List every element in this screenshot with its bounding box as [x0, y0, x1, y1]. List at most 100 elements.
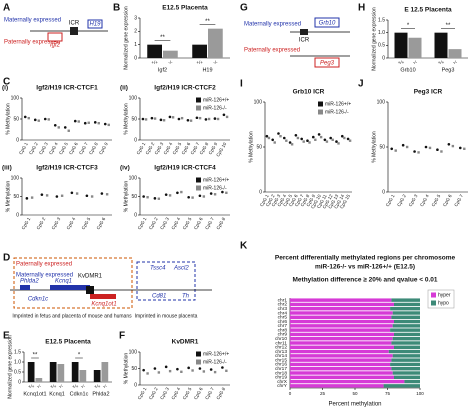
x-tick-label: Kcnq1: [49, 391, 65, 397]
bar-segment: [394, 332, 420, 337]
data-point: [198, 367, 202, 370]
bar-segment: [290, 384, 384, 388]
bar: [434, 32, 448, 58]
data-point: [294, 134, 298, 137]
sig-label: **: [205, 19, 210, 25]
data-point: [271, 138, 274, 142]
data-point: [428, 146, 432, 150]
icr: [70, 27, 78, 35]
bar-segment: [391, 341, 420, 345]
label: Cd81: [152, 294, 166, 300]
y-tick-label: chr17: [275, 366, 287, 372]
label: Paternally expressed: [4, 40, 60, 46]
x-tick-label: CpG 6: [193, 216, 204, 230]
y-tick-label: 0: [382, 55, 385, 61]
data-point: [225, 191, 228, 194]
panel-label: I: [240, 79, 243, 90]
chart-note: Methylation difference ≥ 20% and qvalue …: [293, 277, 438, 284]
x-tick-label: 25: [320, 391, 326, 396]
x-tick-label: CpG 8: [215, 216, 226, 230]
data-point: [225, 369, 228, 373]
data-point: [83, 121, 87, 125]
y-tick-label: chr11: [275, 340, 287, 346]
bar-group-label: +/+: [196, 60, 203, 65]
data-point: [55, 195, 59, 198]
x-tick-label: CpG 2: [28, 141, 39, 155]
label: ICR: [69, 21, 80, 27]
y-tick-label: 0.5: [378, 43, 385, 49]
y-tick-label: chr18: [275, 370, 287, 376]
y-tick-label: 3: [134, 15, 137, 21]
chart-title: Peg3 ICR: [414, 89, 443, 96]
data-point: [195, 116, 199, 120]
data-point: [103, 122, 107, 126]
data-point: [222, 113, 226, 117]
x-axis-label: Percent methylation: [328, 402, 381, 408]
data-point: [70, 191, 74, 195]
bar-segment: [290, 307, 391, 311]
bar-segment: [392, 324, 420, 328]
data-point: [53, 124, 57, 127]
legend-label: miR-126-/-: [203, 359, 227, 365]
legend-swatch: [196, 97, 201, 103]
data-point: [209, 192, 213, 195]
bar-segment: [388, 349, 420, 354]
x-tick-label: Igf2: [158, 67, 167, 73]
label: KvDMR1: [78, 274, 103, 280]
x-tick-label: CpG 3: [271, 193, 282, 207]
note: Imprinted in mouse placenta: [135, 313, 198, 319]
data-point: [43, 117, 47, 121]
data-point: [282, 136, 286, 140]
sig-label: **: [33, 353, 38, 359]
bar: [35, 378, 43, 382]
bar-group-label: -/-: [413, 60, 418, 65]
bar-segment: [391, 315, 420, 319]
x-tick-label: CpG 3: [154, 141, 165, 155]
x-tick-label: CpG 2: [265, 193, 276, 207]
legend-swatch: [431, 300, 436, 306]
y-tick-label: 1.5: [378, 17, 385, 23]
chart-title: Igf2/H19 ICR-CTCF2: [154, 85, 216, 92]
y-axis-label: Normalized gene expression: [7, 335, 13, 399]
label: Cdkn1c: [28, 297, 48, 303]
y-tick-label: 0: [16, 137, 19, 143]
panel-label: F: [119, 331, 125, 342]
y-tick-label: 0: [134, 55, 137, 61]
data-point: [296, 136, 300, 140]
y-tick-label: chr2: [278, 302, 288, 308]
data-point: [142, 195, 145, 198]
y-tick-label: 100: [11, 175, 20, 181]
y-tick-label: 0: [382, 189, 385, 195]
x-tick-label: CpG 2: [148, 386, 159, 400]
bar-segment: [290, 358, 392, 362]
data-point: [221, 190, 224, 194]
y-tick-label: chr16: [275, 362, 287, 368]
legend-swatch: [196, 351, 201, 357]
diagram-a: A Maternally expressed Paternally expres…: [3, 3, 108, 49]
data-point: [47, 118, 50, 121]
bar: [71, 362, 79, 382]
data-point: [107, 123, 110, 127]
bar-group-label: +/+: [151, 60, 158, 65]
data-point: [323, 138, 327, 142]
data-point: [207, 117, 211, 121]
data-point: [33, 118, 37, 122]
data-point: [30, 196, 34, 199]
data-point: [394, 149, 397, 152]
chart-title: E12.5 Placenta: [45, 339, 91, 346]
bar-segment: [391, 367, 420, 371]
x-tick-label: CpG 4: [170, 216, 181, 230]
legend-swatch: [196, 177, 201, 183]
y-tick-label: 2: [134, 29, 137, 35]
bar-segment: [394, 302, 420, 307]
data-point: [141, 117, 145, 121]
x-tick-label: Cdkn1c: [70, 391, 89, 397]
legend-swatch: [196, 105, 201, 111]
bar-segment: [290, 362, 391, 367]
data-point: [308, 141, 311, 144]
bar-segment: [390, 307, 420, 311]
legend-label: miR-126+/+: [203, 177, 229, 183]
data-point: [436, 148, 439, 151]
x-tick-label: CpG 4: [66, 216, 77, 230]
